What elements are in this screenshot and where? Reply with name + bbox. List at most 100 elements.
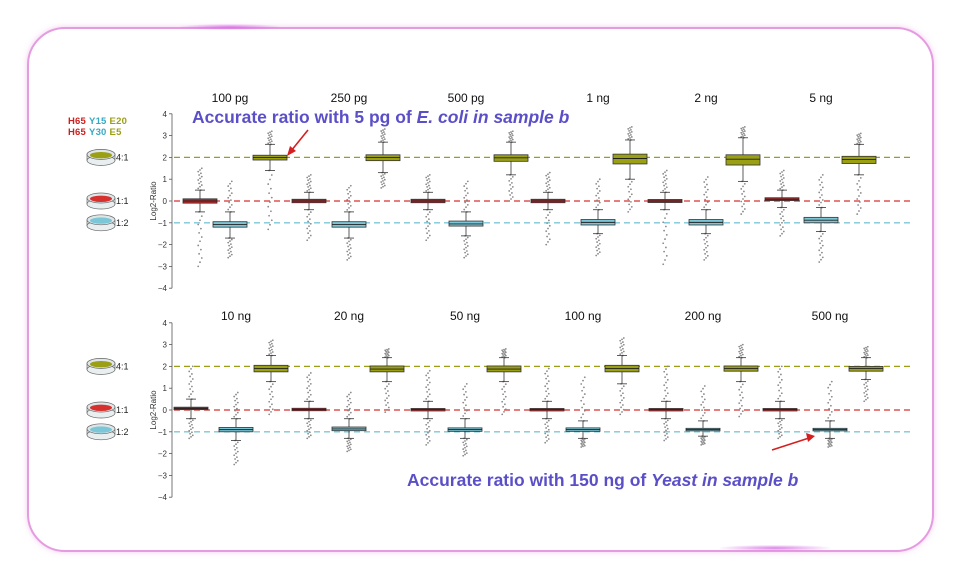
outlier-point xyxy=(596,199,598,202)
outlier-point xyxy=(236,401,239,404)
outlier-point xyxy=(349,190,351,193)
outlier-point xyxy=(701,441,703,444)
outlier-point xyxy=(349,194,352,197)
outlier-point xyxy=(307,186,309,188)
outlier-point xyxy=(628,190,630,193)
outlier-point xyxy=(309,187,312,190)
outlier-point xyxy=(859,186,861,188)
outlier-point xyxy=(230,253,233,256)
outlier-point xyxy=(466,192,469,195)
outlier-point xyxy=(428,173,431,176)
box-yeast xyxy=(218,391,254,466)
outlier-point xyxy=(346,242,349,244)
outlier-point xyxy=(581,444,583,446)
outlier-point xyxy=(781,221,783,224)
outlier-point xyxy=(703,437,705,440)
outlier-point xyxy=(545,243,548,246)
outlier-point xyxy=(666,436,669,439)
outlier-point xyxy=(386,348,388,351)
outlier-point xyxy=(346,405,349,408)
outlier-point xyxy=(664,217,666,220)
category-label: 10 ng xyxy=(221,309,251,323)
y-tick-label: 2 xyxy=(163,362,168,371)
outlier-point xyxy=(466,187,468,190)
outlier-point xyxy=(425,239,428,242)
outlier-point xyxy=(548,238,551,241)
outlier-point xyxy=(818,237,821,240)
box-yeast xyxy=(212,180,248,259)
outlier-point xyxy=(428,388,430,391)
outlier-point xyxy=(780,217,782,220)
outlier-point xyxy=(385,392,387,395)
outlier-point xyxy=(547,173,549,176)
outlier-point xyxy=(781,186,783,188)
outlier-point xyxy=(664,179,666,182)
outlier-point xyxy=(743,130,746,132)
outlier-point xyxy=(229,255,231,258)
outlier-point xyxy=(308,374,310,377)
outlier-point xyxy=(742,185,744,188)
top-annotation-arrow xyxy=(290,129,309,152)
outlier-point xyxy=(738,345,741,348)
outlier-point xyxy=(309,382,312,385)
category-label: 500 ng xyxy=(812,309,849,323)
outlier-point xyxy=(666,392,669,395)
outlier-point xyxy=(548,186,551,189)
outlier-point xyxy=(859,132,862,135)
y-tick-label: −1 xyxy=(158,428,168,437)
outlier-point xyxy=(502,405,504,408)
outlier-point xyxy=(856,134,859,136)
outlier-point xyxy=(546,430,548,433)
outlier-point xyxy=(700,417,703,420)
outlier-point xyxy=(199,261,201,264)
outlier-point xyxy=(666,424,668,427)
outlier-point xyxy=(233,395,236,398)
outlier-point xyxy=(630,131,633,133)
outlier-point xyxy=(598,201,601,204)
outlier-point xyxy=(465,238,467,241)
outlier-point xyxy=(740,127,743,130)
bottom-annotation-arrowhead xyxy=(806,433,815,442)
outlier-point xyxy=(383,176,385,179)
outlier-point xyxy=(387,353,389,356)
outlier-point xyxy=(546,382,548,385)
outlier-point xyxy=(547,438,550,440)
box-e xyxy=(253,339,289,416)
outlier-point xyxy=(191,419,194,422)
outlier-point xyxy=(427,188,429,191)
outlier-point xyxy=(309,173,312,176)
outlier-point xyxy=(346,208,349,211)
outlier-point xyxy=(346,395,349,398)
outlier-point xyxy=(580,399,583,402)
outlier-point xyxy=(349,446,351,449)
outlier-point xyxy=(742,210,744,213)
outlier-point xyxy=(859,139,861,142)
outlier-point xyxy=(705,256,707,259)
outlier-point xyxy=(200,257,203,259)
outlier-point xyxy=(630,193,633,196)
outlier-point xyxy=(426,232,428,235)
outlier-point xyxy=(622,347,624,350)
outlier-point xyxy=(268,134,270,137)
legend-mix-line-2: H65 Y30 E5 xyxy=(68,127,125,138)
outlier-point xyxy=(503,348,505,351)
outlier-point xyxy=(703,385,706,387)
outlier-point xyxy=(383,136,385,139)
box-yeast xyxy=(803,173,839,263)
outlier-point xyxy=(865,390,867,393)
outlier-point xyxy=(706,196,708,199)
outlier-point xyxy=(819,184,821,186)
outlier-point xyxy=(509,133,511,136)
outlier-point xyxy=(547,180,549,183)
outlier-point xyxy=(462,441,465,444)
outlier-point xyxy=(511,134,514,137)
outlier-point xyxy=(271,339,274,342)
outlier-point xyxy=(545,427,547,429)
outlier-point xyxy=(595,237,598,240)
outlier-point xyxy=(465,246,467,249)
outlier-point xyxy=(743,134,746,137)
y-tick-label: −3 xyxy=(158,471,168,480)
outlier-point xyxy=(270,130,273,133)
dish-icon-medium xyxy=(90,404,112,411)
outlier-point xyxy=(829,442,831,444)
